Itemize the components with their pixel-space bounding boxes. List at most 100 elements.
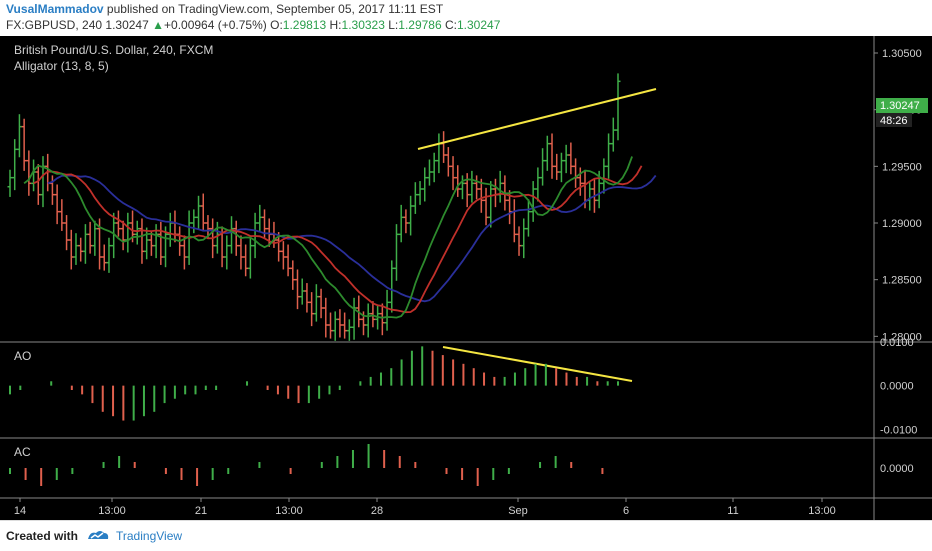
ohlc-bar bbox=[115, 210, 121, 237]
time-axis: 14 13:00 21 13:00 28 Sep 6 11 13:00 bbox=[14, 498, 836, 517]
ohlc-bar bbox=[540, 148, 546, 186]
ac-pane-label[interactable]: AC bbox=[14, 445, 31, 459]
open-label: O: bbox=[270, 18, 283, 32]
ohlc-bar bbox=[299, 278, 305, 305]
ohlc-bar bbox=[144, 227, 150, 260]
ohlc-bar bbox=[436, 133, 442, 174]
ohlc-bar bbox=[587, 181, 593, 211]
ohlc-bar bbox=[106, 237, 112, 273]
ohlc-bar bbox=[478, 178, 484, 213]
jaw-line bbox=[47, 174, 657, 303]
indicator-legend[interactable]: Alligator (13, 8, 5) bbox=[14, 59, 109, 73]
chart-area[interactable]: 1.305001.300001.295001.290001.285001.280… bbox=[0, 36, 932, 520]
ohlc-bar bbox=[521, 218, 527, 259]
ohlc-bar bbox=[78, 237, 84, 262]
lips-line bbox=[23, 156, 633, 319]
ohlc-bar bbox=[101, 244, 107, 271]
time-tick-label: 13:00 bbox=[808, 505, 836, 517]
ohlc-bar bbox=[313, 284, 319, 322]
countdown-tag-text: 48:26 bbox=[880, 115, 908, 127]
ohlc-bar bbox=[16, 114, 22, 158]
ohlc-bar bbox=[412, 182, 418, 214]
close-label: C: bbox=[445, 18, 457, 32]
ohlc-bar bbox=[35, 164, 41, 205]
ohlc-bar bbox=[558, 152, 564, 183]
time-tick-label: Sep bbox=[508, 505, 528, 517]
ohlc-bar bbox=[332, 311, 338, 341]
ohlc-bar bbox=[549, 133, 555, 179]
tradingview-logo-icon[interactable] bbox=[86, 527, 110, 543]
countdown-tag bbox=[876, 113, 912, 127]
last-price: 1.30247 bbox=[105, 18, 149, 32]
ohlc-bar bbox=[64, 215, 70, 251]
ohlc-bar bbox=[445, 147, 451, 177]
ohlc-bar bbox=[257, 204, 263, 231]
ohlc-bar bbox=[92, 220, 98, 256]
ohlc-bar bbox=[262, 209, 268, 239]
ohlc-bar bbox=[441, 131, 447, 163]
ohlc-bar bbox=[200, 193, 206, 231]
tradingview-brand-link[interactable]: TradingView bbox=[116, 529, 183, 543]
high-label: H: bbox=[329, 18, 342, 32]
author-name[interactable]: VusalMammadov bbox=[6, 2, 104, 16]
ohlc-bar bbox=[82, 224, 88, 264]
ohlc-bar bbox=[280, 241, 286, 270]
alligator-lines bbox=[23, 156, 657, 319]
time-tick-label: 28 bbox=[371, 505, 383, 517]
ohlc-bar bbox=[134, 220, 140, 245]
ohlc-bar bbox=[516, 226, 522, 256]
price-axis: 1.305001.300001.295001.290001.285001.280… bbox=[874, 48, 922, 343]
ohlc-bar bbox=[398, 204, 404, 243]
ohlc-bar bbox=[139, 218, 145, 264]
open-value: 1.29813 bbox=[282, 18, 327, 32]
ohlc-bar bbox=[544, 135, 550, 171]
ohlc-bar bbox=[577, 167, 583, 196]
ohlc-bar bbox=[474, 175, 480, 200]
publish-line: VusalMammadov published on TradingView.c… bbox=[6, 2, 443, 16]
ao-tick-label: 0.0100 bbox=[880, 337, 914, 349]
time-tick-label: 6 bbox=[623, 505, 629, 517]
ohlc-bar bbox=[125, 212, 131, 253]
ao-trendline[interactable] bbox=[442, 346, 633, 382]
ohlc-bar bbox=[370, 301, 376, 328]
price-change: +0.00964 (+0.75%) bbox=[164, 18, 267, 32]
ohlc-bar bbox=[497, 170, 503, 203]
ohlc-bar bbox=[573, 158, 579, 188]
ohlc-bar bbox=[163, 226, 169, 268]
ohlc-bar bbox=[615, 73, 621, 141]
ohlc-bar bbox=[469, 170, 475, 203]
ohlc-bar bbox=[417, 181, 423, 205]
ohlc-bar bbox=[535, 167, 541, 202]
ohlc-bar bbox=[295, 269, 301, 310]
ohlc-bar bbox=[229, 216, 235, 254]
ohlc-bar bbox=[158, 221, 164, 265]
price-tick-label: 1.28000 bbox=[882, 331, 922, 343]
ohlc-bar bbox=[459, 175, 465, 200]
ohlc-bar bbox=[12, 139, 18, 191]
publish-info: published on TradingView.com, September … bbox=[103, 2, 444, 16]
ac-histogram bbox=[9, 444, 604, 486]
time-tick-label: 11 bbox=[727, 505, 738, 517]
price-trendline[interactable] bbox=[417, 88, 657, 150]
ohlc-bar bbox=[568, 142, 574, 175]
ac-axis: 0.0000 bbox=[880, 463, 914, 475]
ohlc-bar bbox=[153, 224, 159, 259]
footer: Created with TradingView bbox=[0, 520, 932, 551]
teeth-line bbox=[33, 165, 643, 314]
instrument-legend: British Pound/U.S. Dollar, 240, FXCM bbox=[14, 43, 213, 57]
ao-pane-label[interactable]: AO bbox=[14, 349, 31, 363]
ao-axis: 0.0100 0.0000 -0.0100 bbox=[880, 337, 917, 436]
ohlc-bar bbox=[511, 199, 517, 243]
low-label: L: bbox=[388, 18, 399, 32]
chart-svg[interactable]: 1.305001.300001.295001.290001.285001.280… bbox=[0, 36, 932, 520]
price-tick-label: 1.29500 bbox=[882, 161, 922, 173]
ohlc-bar bbox=[191, 209, 197, 234]
ohlc-bar bbox=[455, 165, 461, 197]
ohlc-bar bbox=[554, 153, 560, 180]
ohlc-bar bbox=[337, 309, 343, 338]
price-tick-label: 1.28500 bbox=[882, 275, 922, 287]
ohlc-bar bbox=[530, 181, 536, 222]
ohlc-bar bbox=[450, 156, 456, 191]
ohlc-bar bbox=[309, 292, 315, 327]
ohlc-bar bbox=[431, 152, 437, 183]
